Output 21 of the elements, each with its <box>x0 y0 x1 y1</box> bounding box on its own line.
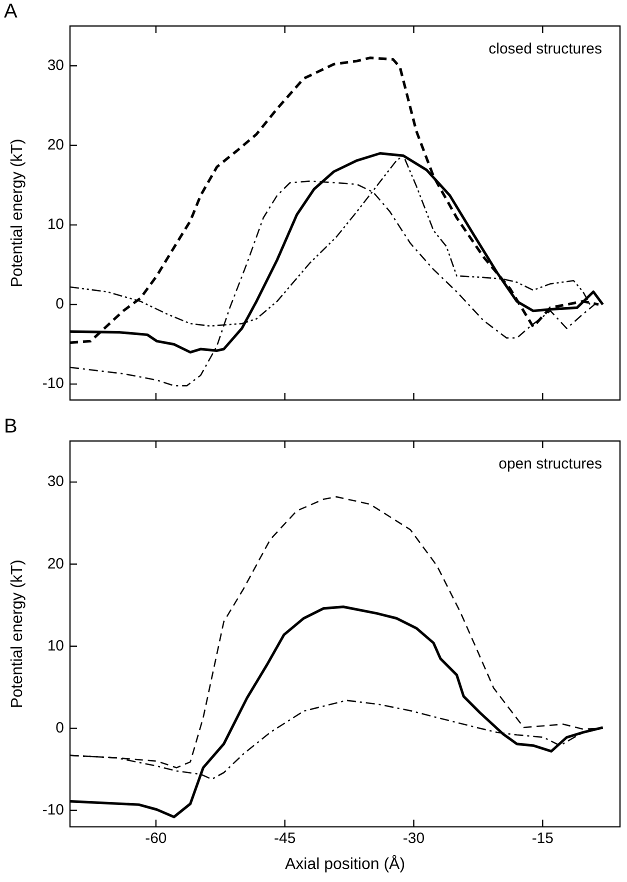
y-tick-label: 30 <box>47 56 64 74</box>
chart-title: B <box>4 416 18 438</box>
annotation: closed structures <box>488 40 602 58</box>
y-axis-title: Potential energy (kT) <box>9 138 26 288</box>
x-tick-label: -60 <box>145 830 167 847</box>
y-tick-label: 0 <box>56 296 64 313</box>
x-axis-title: Axial position (Å) <box>284 854 406 873</box>
y-tick-label: 20 <box>47 555 64 572</box>
y-tick-label: 10 <box>47 216 64 234</box>
y-tick-label: 20 <box>47 136 64 154</box>
y-tick-label: -10 <box>42 802 64 819</box>
y-tick-label: -10 <box>42 375 64 392</box>
annotation: open structures <box>498 456 602 473</box>
y-tick-label: 10 <box>47 637 64 654</box>
y-axis-title: Potential energy (kT) <box>9 560 26 708</box>
y-tick-label: 0 <box>56 719 64 736</box>
x-tick-label: -15 <box>532 830 554 847</box>
x-tick-label: -30 <box>402 830 425 847</box>
y-tick-label: 30 <box>47 473 64 490</box>
chart-title: A <box>4 0 18 23</box>
x-tick-label: -45 <box>274 830 296 847</box>
